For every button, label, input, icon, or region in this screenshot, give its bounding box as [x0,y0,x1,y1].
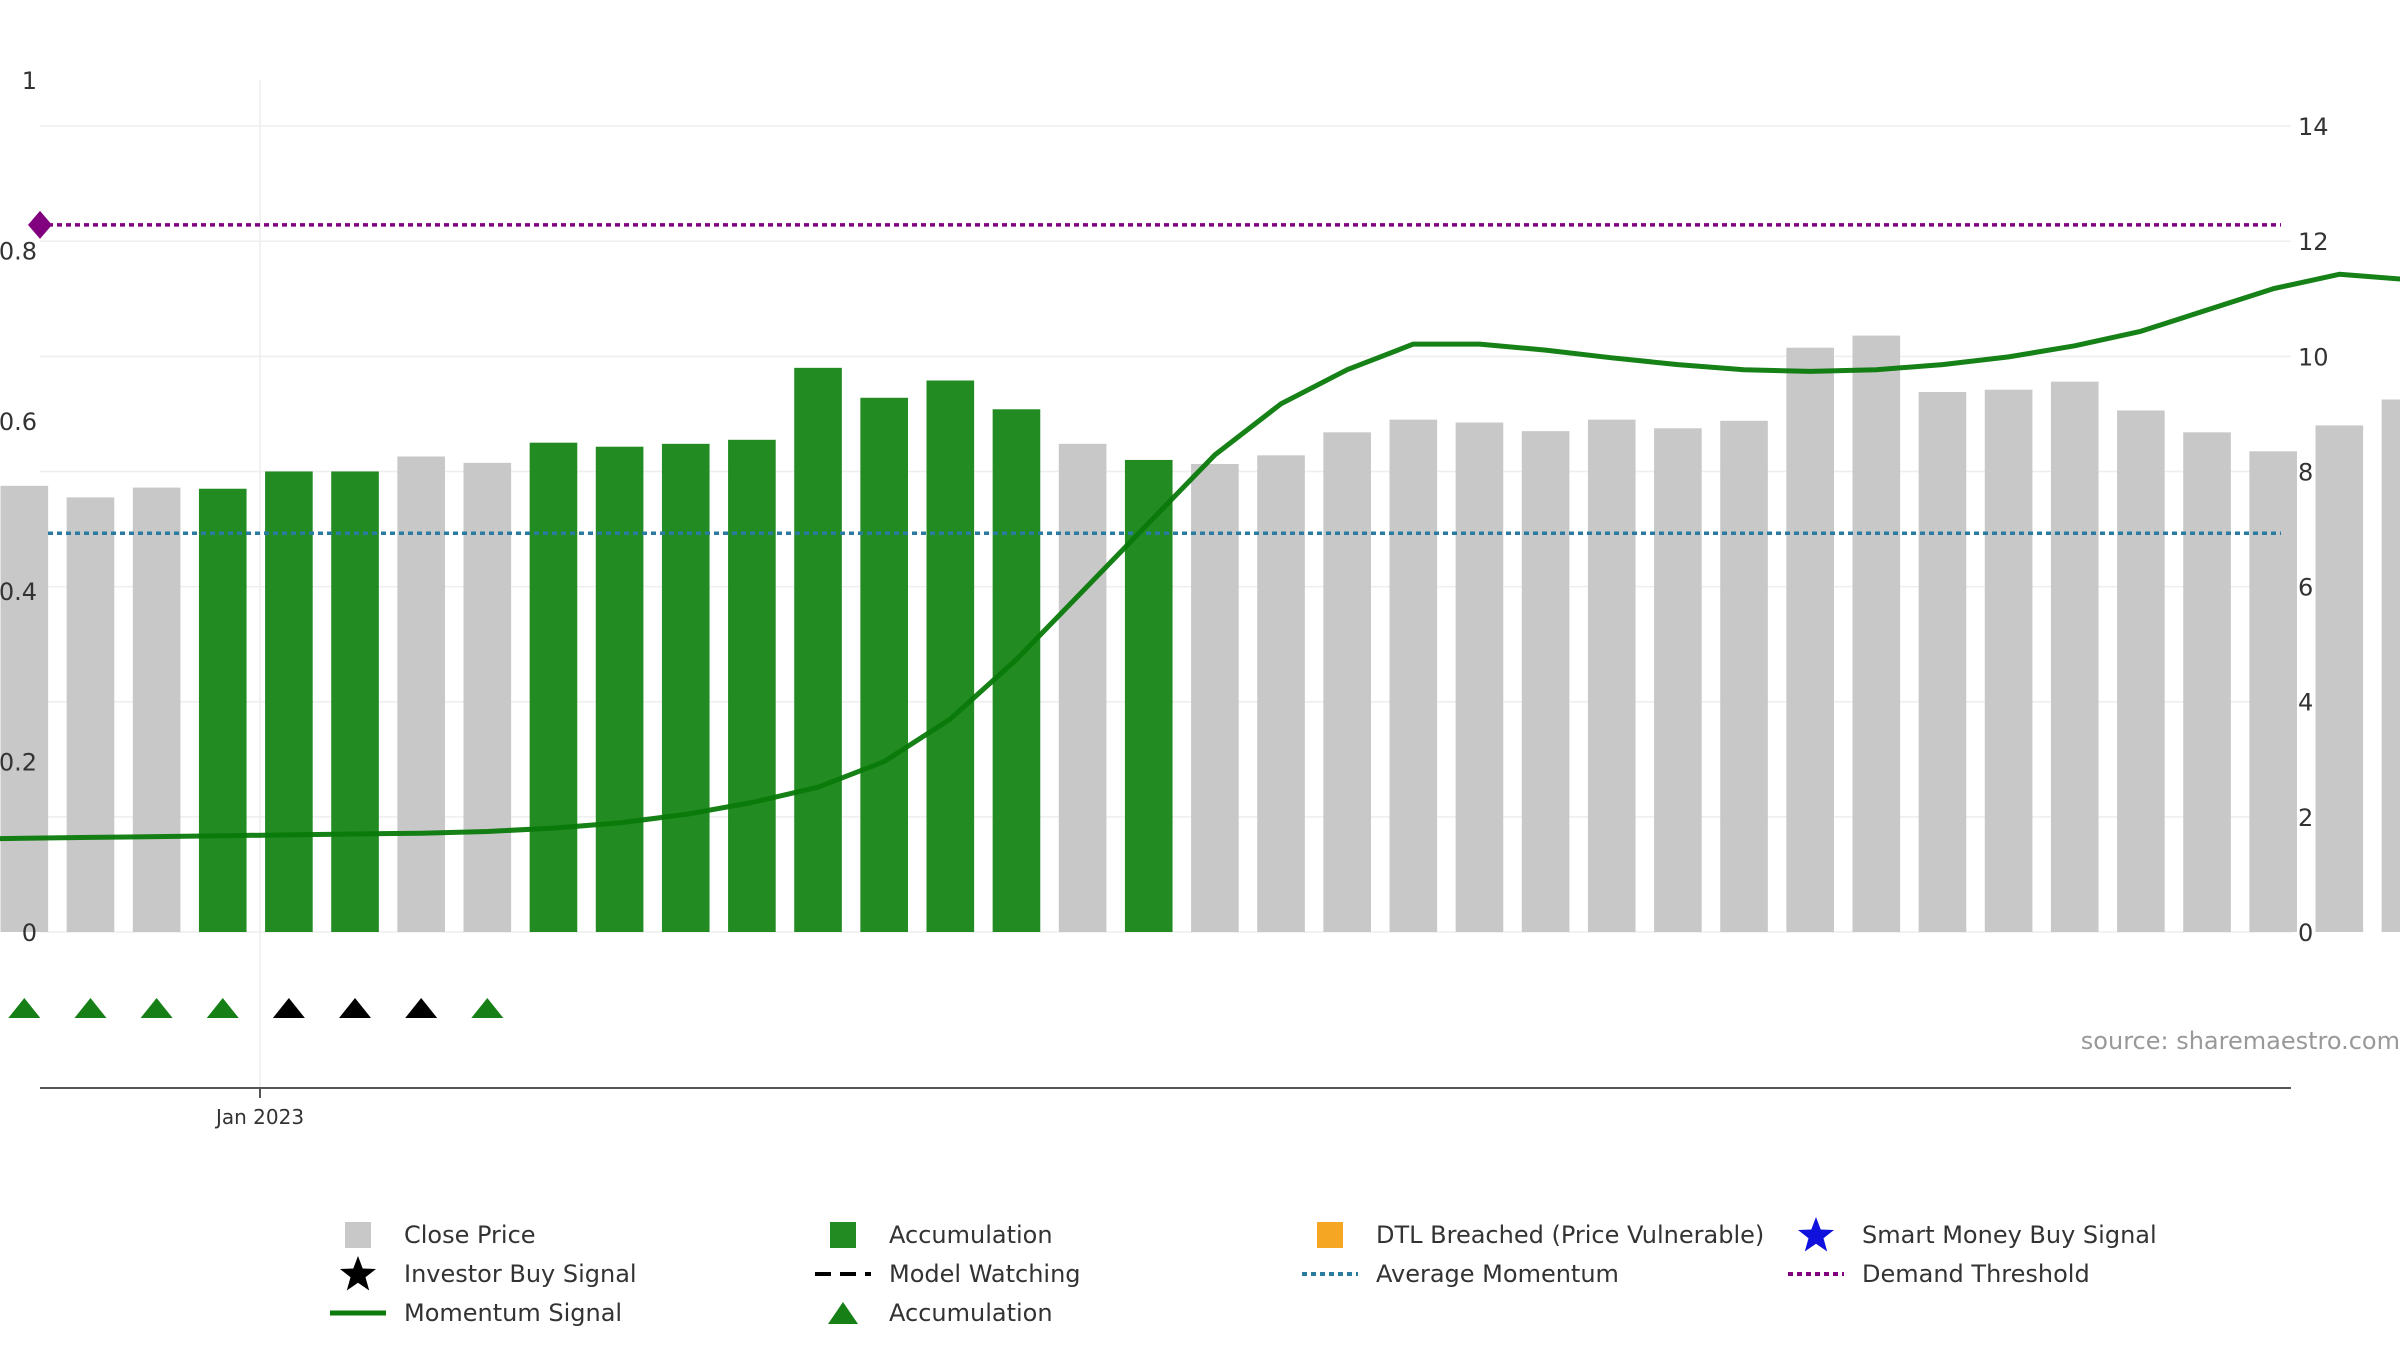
left-tick-label: 0.4 [0,578,37,606]
close-price-bar [1058,443,1107,932]
legend-label: Smart Money Buy Signal [1862,1221,2157,1249]
accumulation-bar [331,471,379,932]
legend-label: Average Momentum [1376,1260,1619,1288]
triangle-icon [815,1298,871,1328]
close-price-bar [1191,463,1239,932]
close-price-bar [1720,420,1768,932]
close-price-bar [397,456,445,932]
accumulation-triangle-black-icon [272,998,305,1018]
close-price-bar [2381,399,2400,932]
legend-item-accumulation-triangle[interactable]: Accumulation [815,1298,1053,1328]
close-price-bar [2315,425,2364,932]
legend-item-demand-threshold[interactable]: Demand Threshold [1788,1259,2090,1289]
close-price-bar [2050,381,2099,932]
accumulation-bar [198,488,247,932]
legend-item-dtl-breached[interactable]: DTL Breached (Price Vulnerable) [1302,1220,1764,1250]
momentum-signal-line [0,271,2400,842]
close-price-bar [2249,451,2297,932]
black-star-icon [330,1256,386,1291]
accumulation-triangle-black-icon [405,998,438,1018]
left-tick-label: 1 [22,67,37,95]
right-tick-label: 8 [2298,458,2313,486]
close-price-bar [1257,455,1305,932]
dotted-line-icon [1788,1259,1844,1289]
close-price-bar [1455,422,1504,932]
close-price-bar [1521,431,1570,932]
source-label: source: sharemaestro.com [2081,1027,2400,1055]
legend-item-close-price[interactable]: Close Price [330,1220,536,1250]
legend-item-smart-money-buy[interactable]: Smart Money Buy Signal [1788,1217,2157,1252]
close-price-bar [132,487,181,932]
legend: Close Price Accumulation DTL Breached (P… [0,1200,2400,1350]
legend-label: Accumulation [889,1221,1053,1249]
close-price-bar [1654,428,1702,932]
close-price-bar [2183,432,2231,932]
close-price-bar [1323,432,1371,932]
close-price-bar [2117,410,2165,932]
accumulation-bar [529,442,578,932]
accumulation-triangle-icon [471,998,504,1018]
legend-label: Investor Buy Signal [404,1260,637,1288]
green-square-icon [815,1220,871,1250]
left-tick-label: 0.6 [0,408,37,436]
signal-lines [0,223,2400,842]
accumulation-bar [926,380,975,933]
legend-item-model-watching[interactable]: Model Watching [815,1259,1081,1289]
signal-chart: Jan 2023Jul 2023Jan 2024Jul 2024Jan 2025… [0,67,2400,1129]
accumulation-bar [860,397,908,933]
accumulation-bar [1124,459,1173,932]
close-price-bar [66,497,115,932]
close-price-bar [0,485,49,932]
legend-label: DTL Breached (Price Vulnerable) [1376,1221,1765,1249]
legend-label: Demand Threshold [1862,1260,2090,1288]
legend-item-momentum-signal[interactable]: Momentum Signal [330,1298,622,1328]
legend-label: Accumulation [889,1299,1053,1327]
right-tick-label: 10 [2298,343,2329,371]
close-price-bar [1984,389,2033,932]
accumulation-bar [661,443,710,932]
close-price-bar [1587,419,1636,932]
close-price-bar [1786,347,1834,932]
close-price-bar [1852,335,1901,933]
legend-item-investor-buy[interactable]: Investor Buy Signal [330,1256,637,1291]
legend-label: Close Price [404,1221,536,1249]
right-tick-label: 4 [2298,689,2313,717]
close-price-bar [1918,392,1967,932]
chart-axes: Jan 2023Jul 2023Jan 2024Jul 2024Jan 2025… [0,67,2329,1129]
accumulation-triangle-icon [74,998,107,1018]
legend-item-accumulation-bar[interactable]: Accumulation [815,1220,1053,1250]
solid-line-icon [330,1298,386,1328]
accumulation-bar [265,471,313,932]
blue-star-icon [1788,1217,1844,1252]
gray-square-icon [330,1220,386,1250]
right-tick-label: 12 [2298,228,2329,256]
accumulation-triangle-icon [140,998,173,1018]
right-tick-label: 6 [2298,574,2313,602]
left-tick-label: 0.8 [0,237,37,265]
signal-markers [8,210,504,1018]
close-price-bar [1389,419,1438,932]
accumulation-triangle-black-icon [339,998,372,1018]
left-tick-label: 0 [22,919,37,947]
right-tick-label: 2 [2298,804,2313,832]
orange-square-icon [1302,1220,1358,1250]
price-bars [0,335,2400,933]
threshold-diamond-icon [28,210,52,239]
right-tick-label: 14 [2298,113,2329,141]
accumulation-triangle-icon [206,998,239,1018]
accumulation-bar [992,409,1041,932]
x-tick-label: Jan 2023 [214,1105,304,1129]
close-price-bar [463,462,512,932]
accumulation-triangle-icon [8,998,41,1018]
accumulation-bar [728,439,776,932]
right-tick-label: 0 [2298,919,2313,947]
dash-line-icon [815,1259,871,1289]
left-tick-label: 0.2 [0,749,37,777]
accumulation-bar [794,367,842,932]
legend-label: Momentum Signal [404,1299,623,1327]
legend-item-average-momentum[interactable]: Average Momentum [1302,1259,1619,1289]
legend-label: Model Watching [889,1260,1081,1288]
accumulation-bar [595,446,644,932]
dotted-line-icon [1302,1259,1358,1289]
